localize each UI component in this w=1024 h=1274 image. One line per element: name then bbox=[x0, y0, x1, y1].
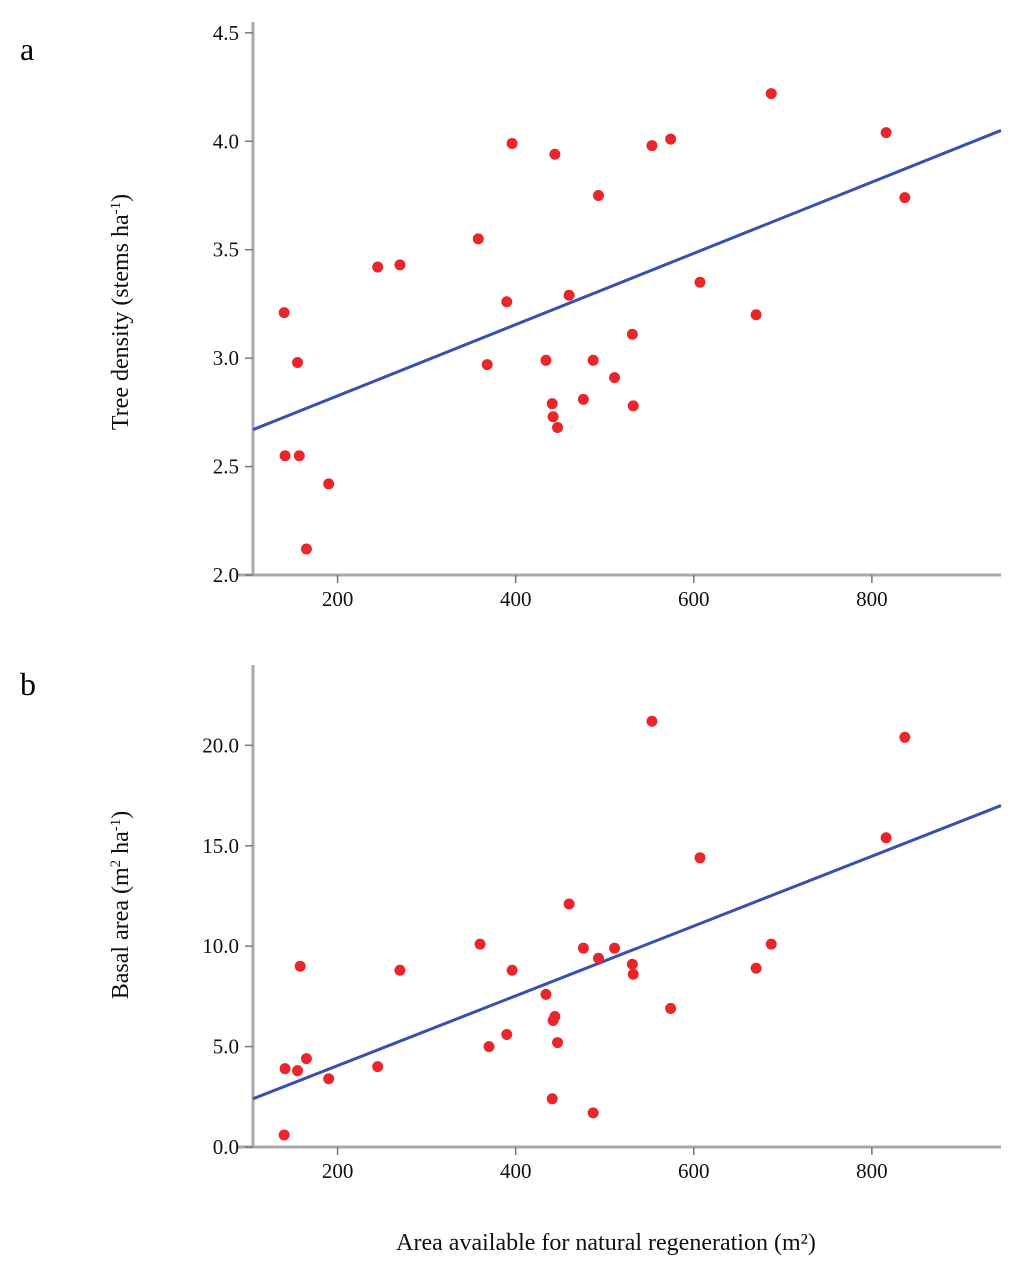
panel-b-data-point bbox=[483, 1041, 495, 1053]
panel-b-data-point bbox=[563, 898, 575, 910]
panel-b-data-point bbox=[506, 964, 518, 976]
panel-a-data-point bbox=[626, 328, 638, 340]
panel-a-data-point bbox=[627, 400, 639, 412]
panel-b-y-axis-title-sup: 2 bbox=[108, 860, 124, 868]
panel-b-x-tick-label: 400 bbox=[500, 1159, 532, 1183]
panel-a: a 2.0 2.5 3.0 3.5 4.0 4.5 200 400 600 800 Tree de… bbox=[20, 21, 1002, 611]
panel-a-data-point bbox=[279, 450, 291, 462]
panel-a-data-point bbox=[547, 411, 559, 423]
panel-b-x-tick-label: 800 bbox=[856, 1159, 888, 1183]
panel-a-data-point bbox=[593, 189, 605, 201]
panel-a-data-point bbox=[750, 309, 762, 321]
panel-b-y-axis-title: Basal area (m2 ha-1) bbox=[108, 811, 134, 1000]
panel-b-x-tick-label: 600 bbox=[678, 1159, 710, 1183]
panel-a-data-point bbox=[546, 398, 558, 410]
panel-b-regression-line bbox=[252, 804, 1002, 1101]
panel-a-data-point bbox=[540, 354, 552, 366]
panel-a-data-point bbox=[481, 359, 493, 371]
panel-a-y-tick-label: 3.0 bbox=[213, 346, 239, 370]
panel-b-data-point bbox=[609, 942, 621, 954]
panel-a-y-tick-label: 4.0 bbox=[213, 129, 239, 153]
panel-b-x-axis-title: Area available for natural regeneration … bbox=[396, 1230, 816, 1256]
panel-b-data-point bbox=[372, 1061, 384, 1073]
panel-b-data-point bbox=[540, 988, 552, 1000]
panel-b-data-point bbox=[501, 1029, 513, 1041]
panel-b-data-point bbox=[694, 852, 706, 864]
panel-b-data-point bbox=[593, 952, 605, 964]
panel-b-data-point bbox=[665, 1002, 677, 1014]
panel-b-y-tick-label: 10.0 bbox=[202, 934, 239, 958]
panel-b-data-point bbox=[300, 1053, 312, 1065]
panel-a-data-point bbox=[278, 307, 290, 319]
panel-b-y-tick-label: 15.0 bbox=[202, 834, 239, 858]
panel-a-data-point bbox=[694, 276, 706, 288]
panel-a-data-point bbox=[300, 543, 312, 555]
panel-a-data-point bbox=[765, 88, 777, 100]
panel-a-data-point bbox=[880, 127, 892, 139]
panel-a-y-tick-label: 2.5 bbox=[213, 455, 239, 479]
panel-a-data-point bbox=[501, 296, 513, 308]
panel-a-data-point bbox=[646, 140, 658, 152]
panel-a-letter: a bbox=[20, 31, 34, 67]
panel-b-y-tick-label: 5.0 bbox=[213, 1035, 239, 1059]
panel-b-data-point bbox=[474, 938, 486, 950]
panel-b-data-point bbox=[294, 960, 306, 972]
panel-b-data-point bbox=[627, 968, 639, 980]
panel-b-data-point bbox=[880, 832, 892, 844]
panel-a-data-point bbox=[292, 356, 304, 368]
panel-b-data-point bbox=[750, 962, 762, 974]
panel-b-y-tick-label: 20.0 bbox=[202, 733, 239, 757]
panel-b-plot-area: 0.0 5.0 10.0 15.0 20.0 200 400 600 800 bbox=[202, 665, 1002, 1183]
panel-a-data-point bbox=[577, 393, 589, 405]
panel-b-data-point bbox=[549, 1010, 561, 1022]
panel-b-data-point bbox=[646, 715, 658, 727]
panel-a-data-point bbox=[372, 261, 384, 273]
panel-a-data-point bbox=[665, 133, 677, 145]
panel-b-data-point bbox=[278, 1129, 290, 1141]
panel-b-data-point bbox=[323, 1073, 335, 1085]
panel-b-data-point bbox=[394, 964, 406, 976]
panel-a-data-point bbox=[506, 137, 518, 149]
panel-a-x-tick-label: 200 bbox=[322, 587, 354, 611]
panel-a-y-tick-label: 4.5 bbox=[213, 21, 239, 45]
panel-a-data-point bbox=[549, 148, 561, 160]
panel-b-x-tick-label: 200 bbox=[322, 1159, 354, 1183]
panel-a-data-point bbox=[323, 478, 335, 490]
panel-a-data-point bbox=[394, 259, 406, 271]
panel-a-regression-line bbox=[252, 129, 1002, 432]
panel-a-data-point bbox=[609, 372, 621, 384]
panel-a-data-point bbox=[563, 289, 575, 301]
panel-a-y-axis-title: Tree density (stems ha-1) bbox=[108, 194, 134, 430]
panel-b-data-point bbox=[587, 1107, 599, 1119]
panel-b-data-point bbox=[292, 1065, 304, 1077]
panel-b-data-point bbox=[626, 958, 638, 970]
panel-b-y-axis-title-sup2: -1 bbox=[108, 819, 124, 832]
panel-a-data-point bbox=[472, 233, 484, 245]
panel-b-y-tick-label: 0.0 bbox=[213, 1135, 239, 1159]
panel-b-data-point bbox=[552, 1037, 564, 1049]
panel-b-data-point bbox=[577, 942, 589, 954]
panel-a-y-tick-label: 2.0 bbox=[213, 563, 239, 587]
panel-a-y-tick-label: 3.5 bbox=[213, 238, 239, 262]
panel-b: b 0.0 5.0 10.0 15.0 20.0 200 400 600 800 Basal a… bbox=[20, 665, 1002, 1256]
panel-a-data-point bbox=[899, 192, 911, 204]
panel-b-data-point bbox=[546, 1093, 558, 1105]
panel-b-data-point bbox=[279, 1063, 291, 1075]
panel-b-data-point bbox=[765, 938, 777, 950]
panel-a-x-tick-label: 800 bbox=[856, 587, 888, 611]
panel-b-data-point bbox=[899, 731, 911, 743]
panel-a-y-axis-title-sup: -1 bbox=[108, 202, 124, 215]
panel-a-x-tick-label: 400 bbox=[500, 587, 532, 611]
panel-a-data-point bbox=[293, 450, 305, 462]
panel-a-data-point bbox=[587, 354, 599, 366]
panel-a-x-tick-label: 600 bbox=[678, 587, 710, 611]
panel-a-plot-area: 2.0 2.5 3.0 3.5 4.0 4.5 200 400 600 800 bbox=[213, 21, 1002, 611]
panel-b-letter: b bbox=[20, 666, 36, 702]
panel-a-data-point bbox=[552, 422, 564, 434]
